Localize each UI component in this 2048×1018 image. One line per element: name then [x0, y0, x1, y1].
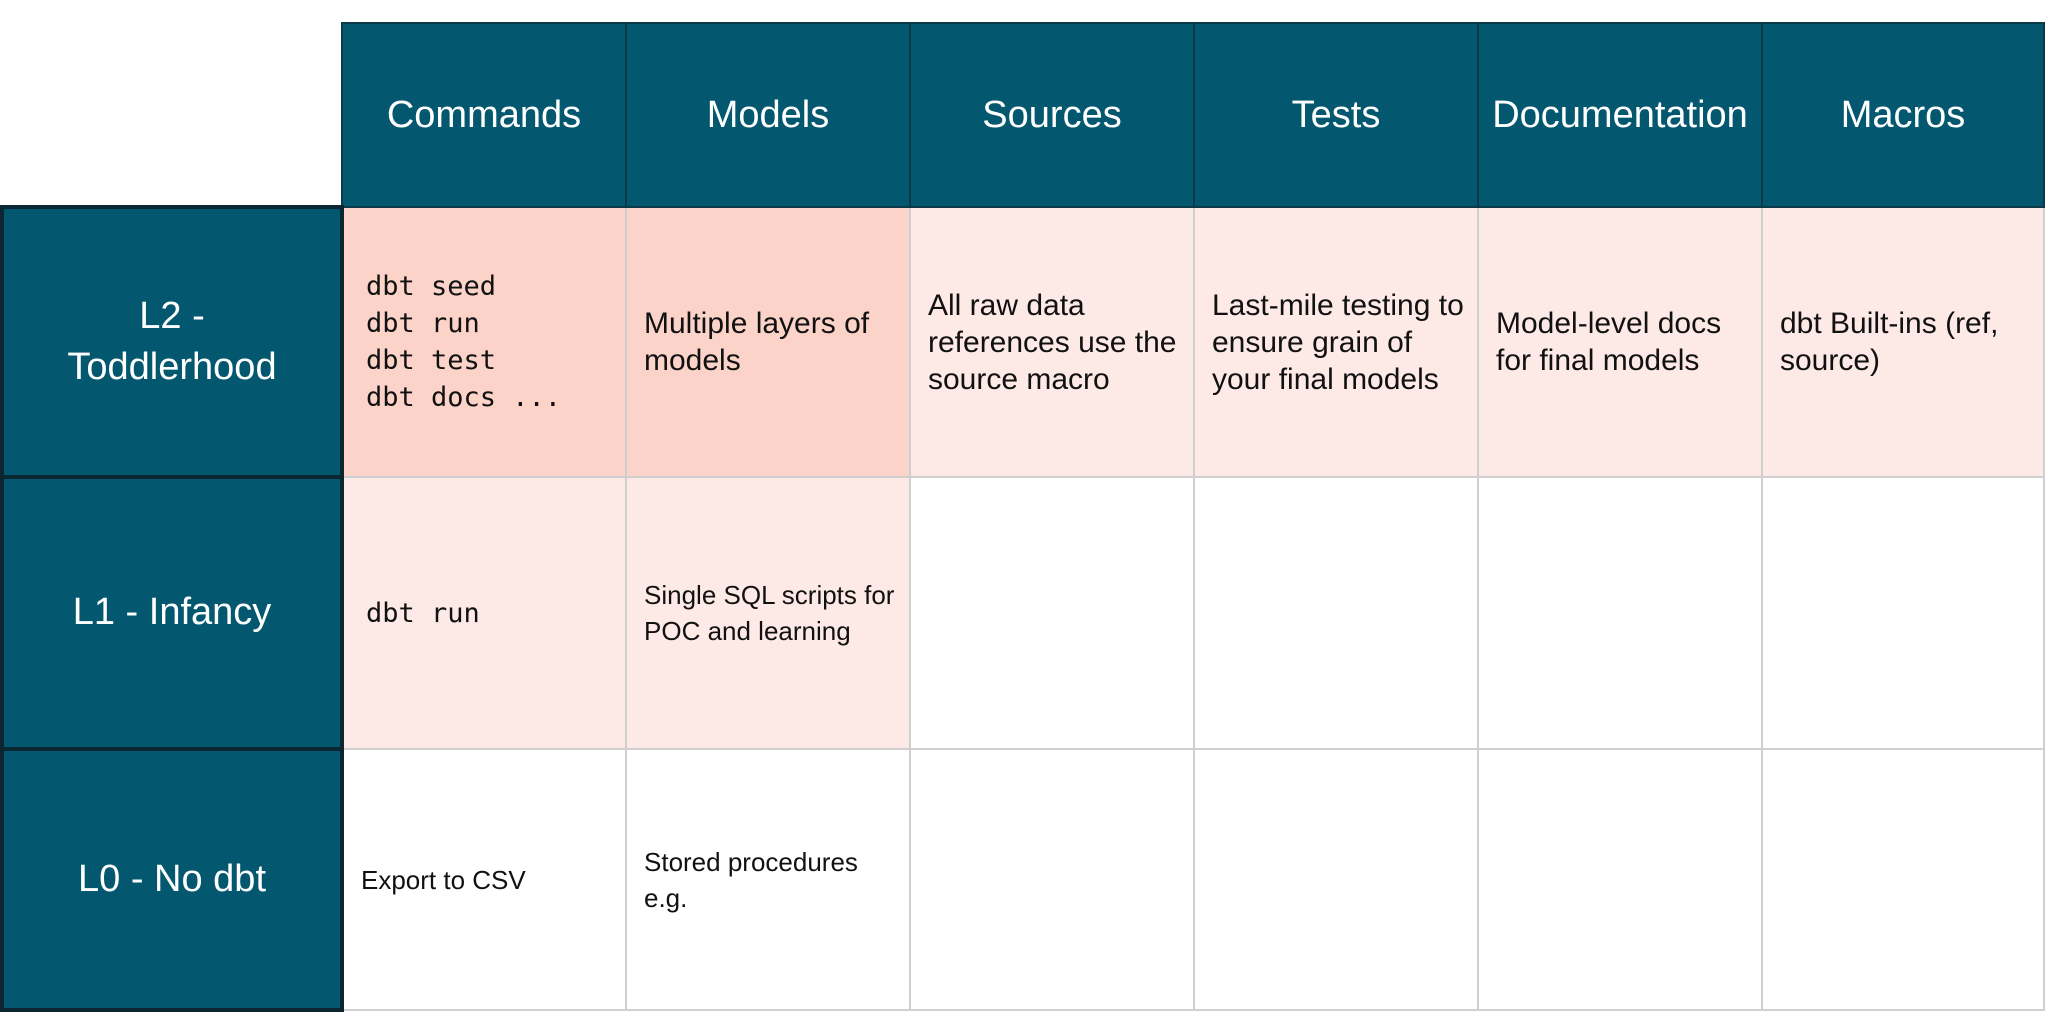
row-header-l0: L0 - No dbt — [0, 747, 344, 1012]
row-l0-no-dbt: L0 - No dbt Export to CSV Stored procedu… — [0, 747, 2045, 1012]
header-row: Commands Models Sources Tests Documentat… — [2, 22, 2045, 208]
cell-l2-commands: dbt seed dbt run dbt test dbt docs ... — [341, 206, 627, 478]
cell-l0-macros — [1761, 748, 2045, 1011]
column-header-commands: Commands — [341, 22, 627, 208]
cell-l1-sources — [909, 476, 1195, 750]
cell-l2-tests: Last-mile testing to ensure grain of you… — [1193, 206, 1479, 478]
cell-l0-models: Stored procedures e.g. — [625, 748, 911, 1011]
column-header-sources: Sources — [909, 22, 1195, 208]
column-header-macros: Macros — [1761, 22, 2045, 208]
cell-l2-documentation: Model-level docs for final models — [1477, 206, 1763, 478]
cell-l0-commands: Export to CSV — [341, 748, 627, 1011]
cell-l2-sources: All raw data references use the source m… — [909, 206, 1195, 478]
row-header-l1: L1 - Infancy — [0, 475, 344, 751]
row-l2-toddlerhood: L2 - Toddlerhood dbt seed dbt run dbt te… — [0, 205, 2045, 479]
row-header-l2: L2 - Toddlerhood — [0, 205, 344, 479]
column-header-models: Models — [625, 22, 911, 208]
cell-l0-tests — [1193, 748, 1479, 1011]
cell-l0-sources — [909, 748, 1195, 1011]
cell-l2-models: Multiple layers of models — [625, 206, 911, 478]
cell-l2-macros: dbt Built-ins (ref, source) — [1761, 206, 2045, 478]
cell-l1-macros — [1761, 476, 2045, 750]
column-header-documentation: Documentation — [1477, 22, 1763, 208]
cell-l1-models: Single SQL scripts for POC and learning — [625, 476, 911, 750]
cell-l1-documentation — [1477, 476, 1763, 750]
cell-l0-documentation — [1477, 748, 1763, 1011]
dbt-maturity-table: Commands Models Sources Tests Documentat… — [0, 22, 2045, 1012]
cell-l1-commands: dbt run — [341, 476, 627, 750]
cell-l1-tests — [1193, 476, 1479, 750]
column-header-tests: Tests — [1193, 22, 1479, 208]
row-l1-infancy: L1 - Infancy dbt run Single SQL scripts … — [0, 475, 2045, 751]
corner-cell — [2, 23, 342, 207]
